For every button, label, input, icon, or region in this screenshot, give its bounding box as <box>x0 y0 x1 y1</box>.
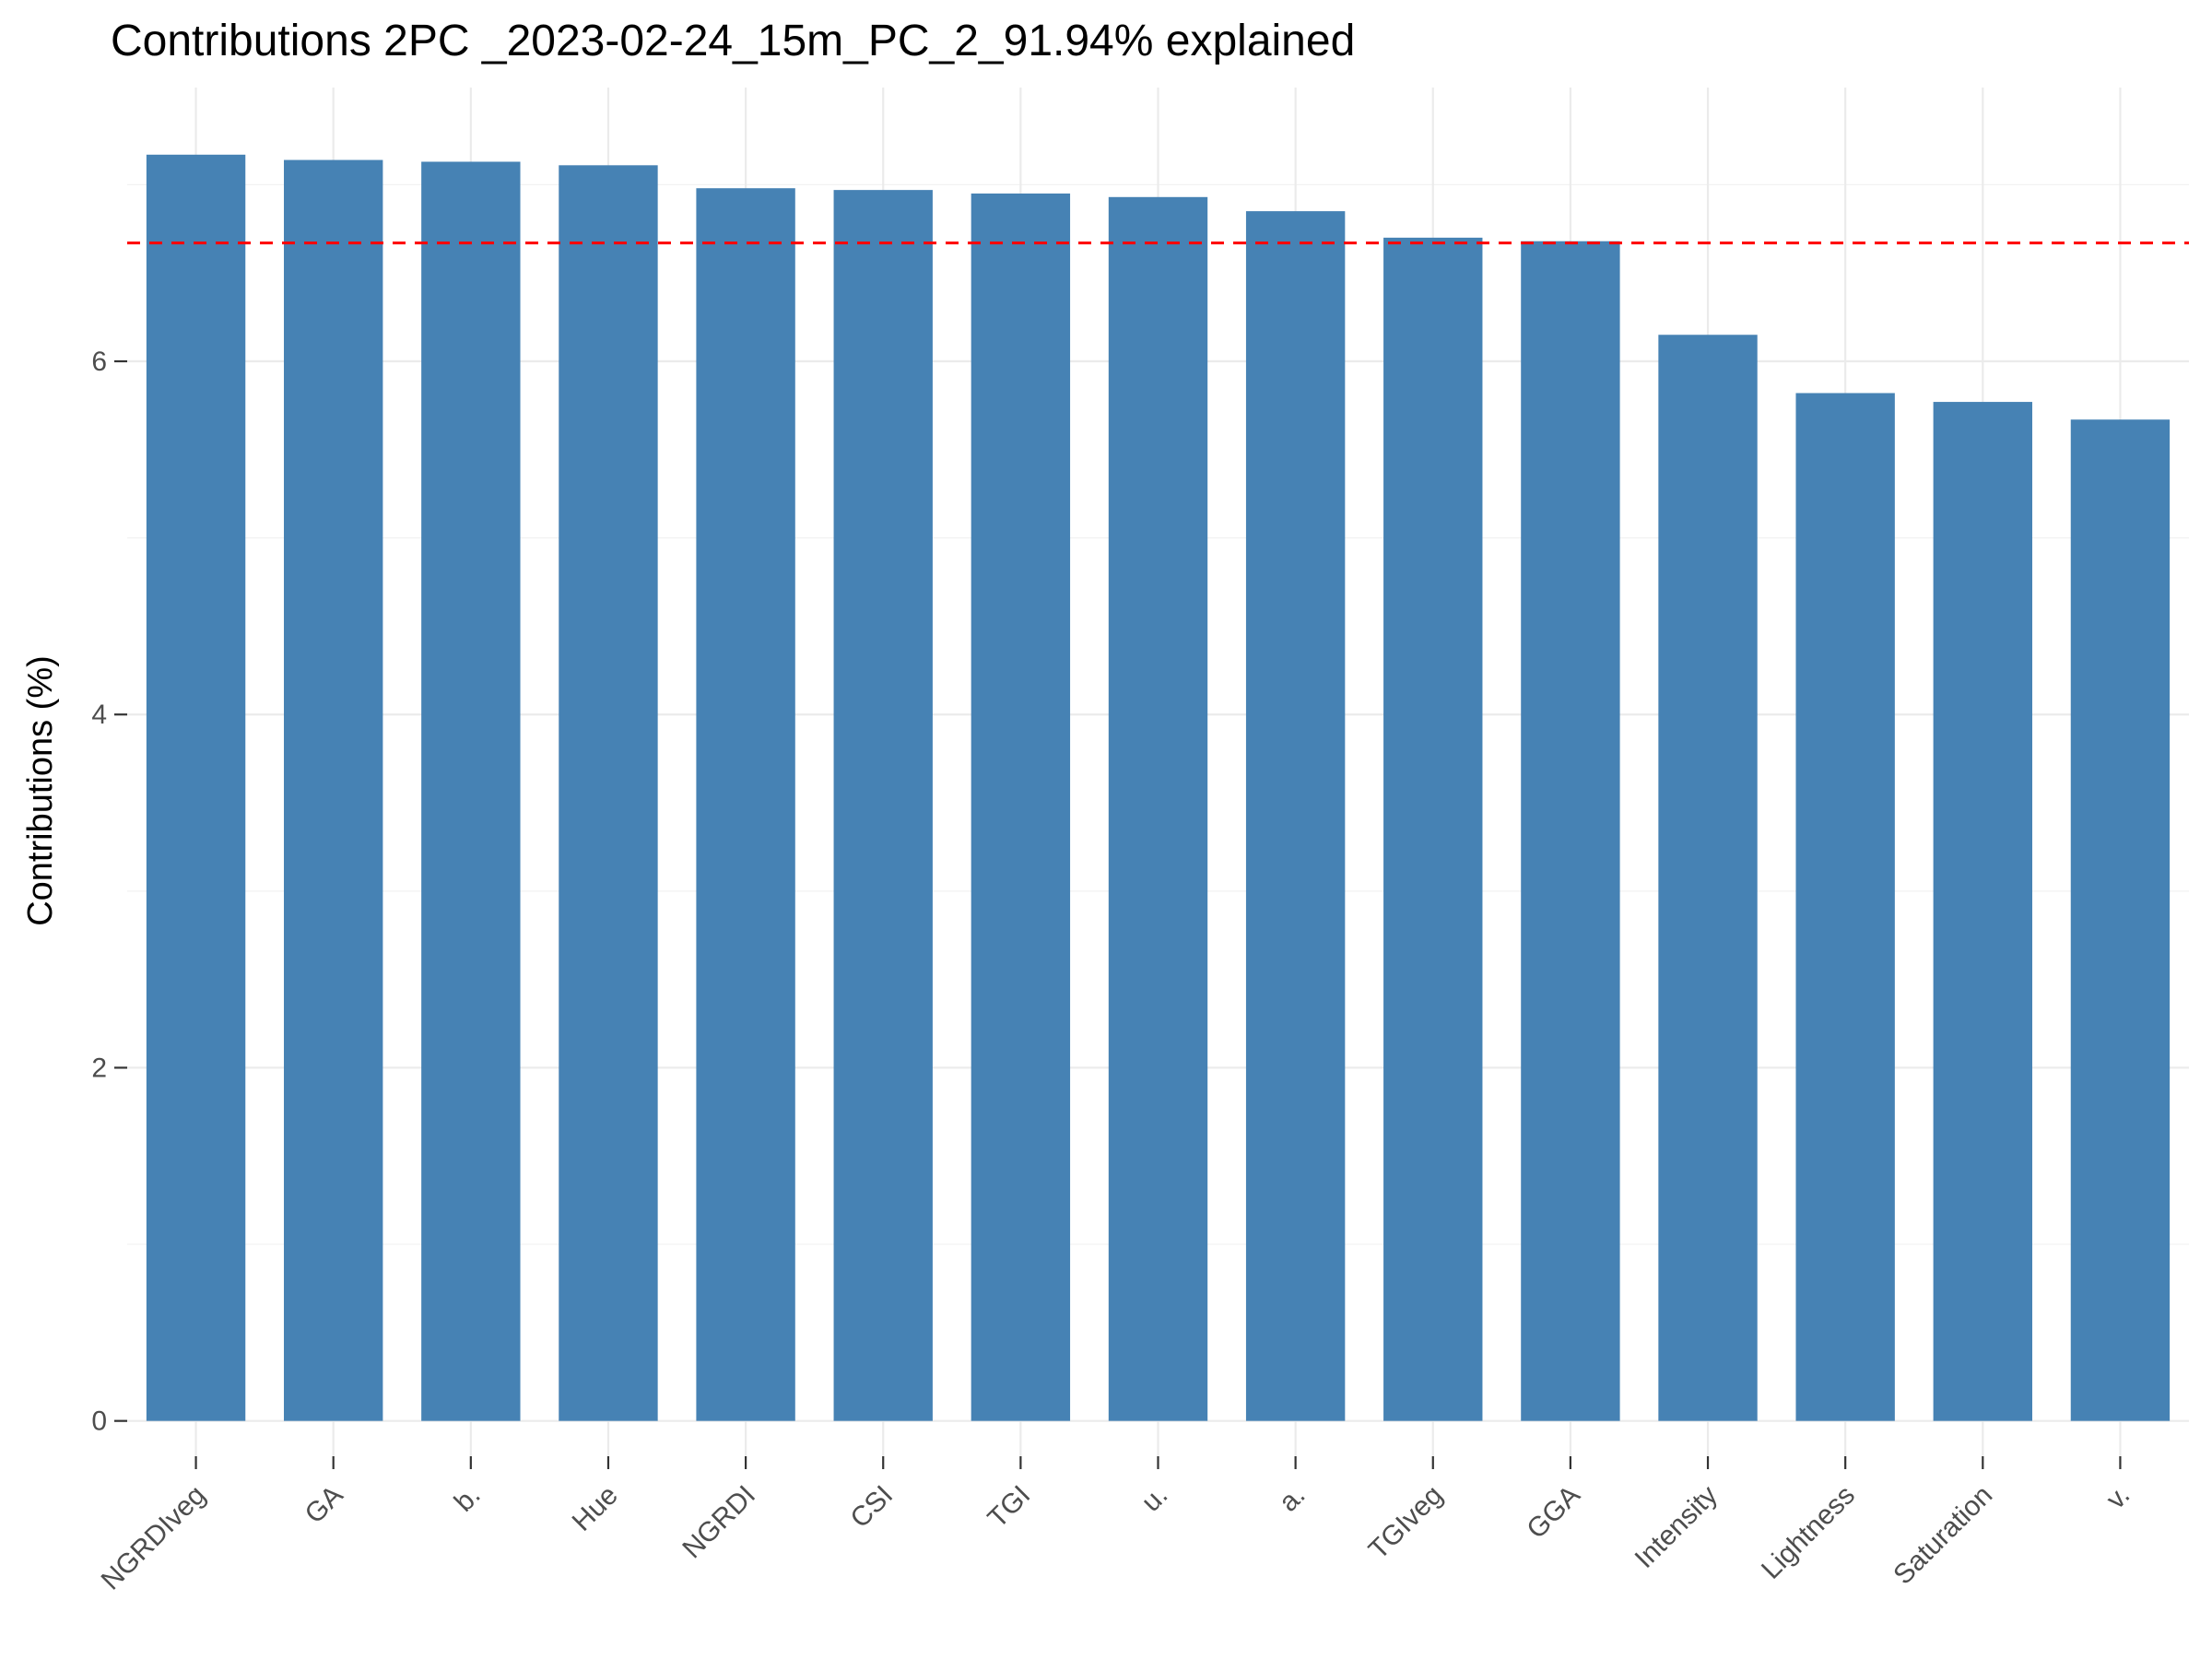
x-tick-label: Intensity <box>1630 1480 1724 1574</box>
bar-b <box>421 161 521 1421</box>
bar-tgi <box>971 193 1071 1421</box>
bar-hue <box>559 165 658 1421</box>
x-tick-label: Lightness <box>1756 1480 1861 1585</box>
bar-u <box>1108 196 1208 1421</box>
bar-tgiveg <box>1383 237 1483 1421</box>
bar-v <box>2070 419 2171 1421</box>
x-tick-label: TGI <box>982 1480 1037 1535</box>
bar-ngrdi <box>696 188 795 1421</box>
bar-a <box>1245 211 1346 1421</box>
x-tick-label: Saturation <box>1888 1480 1998 1591</box>
x-tick-label: v. <box>2100 1480 2136 1515</box>
bar-ga <box>284 159 383 1421</box>
x-tick-label: NGRDI <box>677 1480 761 1565</box>
x-tick-label: Hue <box>567 1480 624 1537</box>
x-tick-label: NGRDIveg <box>96 1480 212 1596</box>
x-tick-label: CSI <box>844 1480 899 1535</box>
bar-saturation <box>1933 402 2032 1421</box>
bar-intensity <box>1658 335 1758 1421</box>
y-tick-label: 6 <box>91 347 107 377</box>
x-tick-label: b. <box>449 1480 487 1518</box>
x-tick-label: GA <box>300 1480 349 1530</box>
y-axis: 0 2 4 6 <box>91 347 127 1437</box>
bars <box>146 154 2171 1421</box>
y-tick-label: 2 <box>91 1053 107 1083</box>
bar-lightness <box>1795 393 1895 1421</box>
bar-ngrdiveg <box>146 154 246 1421</box>
x-axis: NGRDIveg GA b. Hue NGRDI CSI TGI u. a. TGIveg GGA I… <box>96 1456 2136 1596</box>
x-tick-label: GGA <box>1521 1480 1585 1545</box>
x-tick-label: a. <box>1274 1480 1312 1518</box>
y-axis-title: Contributions (%) <box>21 655 60 926</box>
x-tick-label: u. <box>1135 1480 1173 1518</box>
bar-csi <box>833 190 933 1421</box>
x-tick-label: TGIveg <box>1363 1480 1449 1566</box>
y-tick-label: 0 <box>91 1406 107 1437</box>
chart-title: Contributions 2PC _2023-02-24_15m_PC_2_9… <box>111 17 1355 65</box>
bar-gga <box>1521 241 1620 1421</box>
y-tick-label: 4 <box>91 700 107 730</box>
